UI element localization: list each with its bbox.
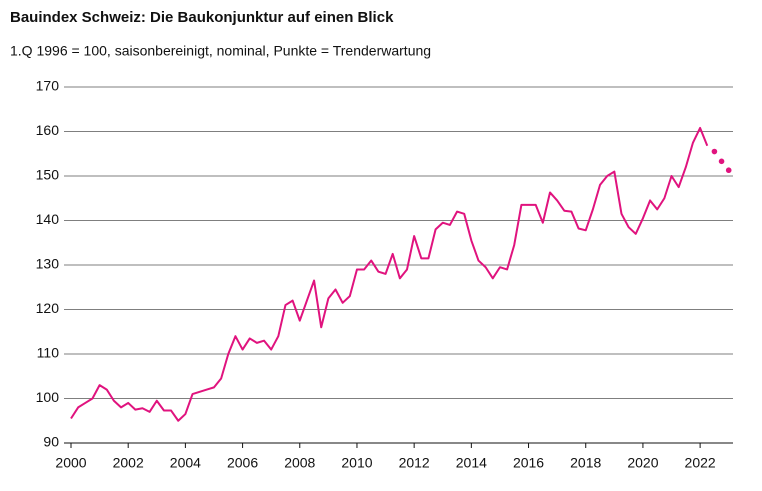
x-tick-label: 2020 [627, 455, 658, 471]
y-tick-label: 150 [36, 167, 60, 183]
x-tick-label: 2014 [456, 455, 487, 471]
x-tick-label: 2018 [570, 455, 601, 471]
trend-dot [725, 167, 732, 174]
y-tick-label: 110 [37, 345, 60, 361]
x-tick-label: 2008 [284, 455, 315, 471]
chart-title: Bauindex Schweiz: Die Baukonjunktur auf … [10, 9, 394, 26]
x-tick-label: 2006 [227, 455, 258, 471]
x-tick-label: 2004 [170, 455, 201, 471]
x-tick-label: 2016 [513, 455, 544, 471]
x-tick-label: 2000 [55, 455, 86, 471]
y-tick-label: 170 [36, 78, 60, 94]
chart-subtitle: 1.Q 1996 = 100, saisonbereinigt, nominal… [10, 43, 431, 59]
x-tick-label: 2012 [399, 455, 430, 471]
x-tick-label: 2022 [685, 455, 716, 471]
y-tick-label: 130 [36, 256, 60, 272]
y-tick-label: 100 [36, 389, 60, 405]
trend-dot [718, 158, 725, 165]
y-tick-label: 90 [43, 434, 59, 450]
y-tick-label: 140 [36, 211, 60, 227]
y-tick-label: 160 [36, 122, 60, 138]
data-line [70, 126, 709, 422]
x-tick-label: 2010 [341, 455, 372, 471]
y-tick-label: 120 [36, 300, 60, 316]
trend-dot [711, 148, 718, 155]
x-tick-label: 2002 [113, 455, 144, 471]
